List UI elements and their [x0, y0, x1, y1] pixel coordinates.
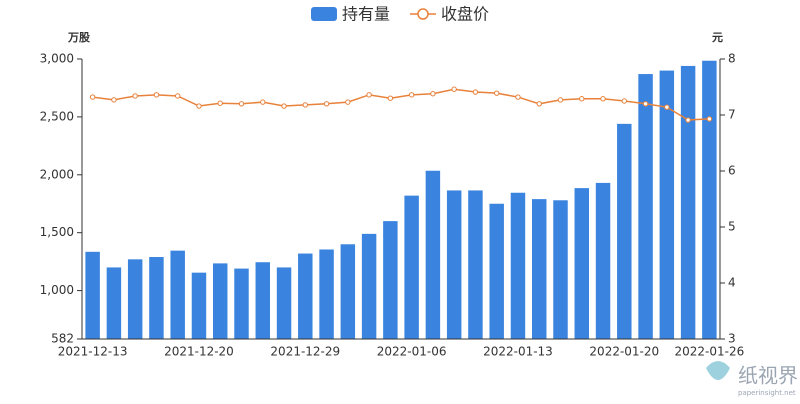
price-point: [238, 101, 245, 107]
x-tick-label: 2021-12-20: [164, 345, 234, 359]
x-tick-label: 2022-01-26: [674, 345, 744, 359]
price-point: [345, 99, 351, 105]
price-point: [642, 101, 649, 107]
price-point: [260, 99, 266, 105]
bar: [574, 188, 589, 339]
price-point: [89, 94, 96, 100]
y-tick-label: 3,000: [40, 52, 74, 66]
price-point: [196, 103, 202, 109]
price-point: [302, 102, 308, 108]
y2-tick-label: 8: [728, 52, 736, 66]
legend-swatch: [311, 7, 337, 21]
watermark-icon: [706, 361, 730, 380]
bar: [298, 253, 313, 339]
price-point: [132, 93, 138, 99]
bar: [680, 65, 696, 340]
y2-tick-label: 7: [728, 108, 736, 122]
price-point: [217, 100, 223, 106]
bar: [149, 257, 164, 339]
price-point: [600, 96, 606, 102]
bar: [106, 267, 122, 339]
y-tick-label: 582: [51, 332, 74, 346]
bar: [404, 195, 419, 339]
price-point: [706, 116, 713, 122]
y2-tick-label: 6: [728, 164, 736, 178]
price-point: [536, 101, 542, 107]
price-point: [664, 104, 670, 110]
bar: [383, 221, 398, 339]
bar: [340, 244, 356, 339]
price-point: [451, 86, 457, 92]
legend-swatch: [417, 8, 429, 20]
price-point: [515, 94, 521, 100]
price-point: [557, 97, 564, 103]
bar: [276, 267, 292, 339]
bar: [468, 190, 483, 339]
bar: [532, 199, 547, 339]
legend-label: 收盘价: [441, 5, 489, 24]
bar: [213, 263, 228, 339]
price-point: [387, 95, 394, 101]
x-tick-label: 2022-01-20: [589, 345, 659, 359]
y2-tick-label: 4: [728, 276, 736, 290]
bar: [702, 60, 717, 340]
price-point: [579, 96, 585, 102]
price-point: [111, 97, 117, 103]
bar: [234, 268, 249, 339]
y-tick-label: 2,000: [40, 167, 74, 181]
bar: [553, 200, 568, 339]
watermark-subtitle: paperinsight.net: [738, 389, 796, 397]
price-point: [430, 91, 436, 97]
bar: [489, 203, 504, 339]
watermark-title: 纸视界: [738, 364, 798, 388]
x-tick-label: 2021-12-29: [270, 345, 340, 359]
y2-tick-label: 3: [728, 332, 736, 346]
bar: [425, 170, 441, 339]
bar: [617, 123, 632, 339]
watermark: 纸视界 paperinsight.net: [706, 361, 798, 397]
bar: [127, 259, 143, 339]
price-point: [494, 90, 500, 96]
price-point: [408, 92, 415, 98]
x-tick-label: 2022-01-06: [377, 345, 447, 359]
bar: [659, 70, 675, 339]
legend-label: 持有量: [342, 5, 390, 24]
bar: [446, 190, 462, 339]
y-axis-label: 万股: [67, 31, 91, 44]
price-point: [621, 98, 627, 104]
bar: [510, 192, 526, 339]
x-tick-label: 2021-12-13: [58, 345, 128, 359]
price-point: [281, 103, 287, 109]
y-tick-label: 1,500: [40, 225, 74, 239]
price-point: [472, 89, 479, 95]
price-point: [366, 92, 372, 98]
price-point: [153, 92, 160, 98]
bar: [191, 272, 207, 339]
y2-axis-label: 元: [712, 31, 723, 44]
price-point: [323, 101, 330, 107]
bar: [638, 74, 653, 339]
y-tick-label: 1,000: [40, 283, 74, 297]
y-tick-label: 2,500: [40, 109, 74, 123]
bar: [361, 233, 377, 339]
y2-tick-label: 5: [728, 220, 736, 234]
price-point: [175, 93, 181, 99]
price-point: [685, 117, 691, 123]
x-tick-label: 2022-01-13: [483, 345, 553, 359]
bar: [319, 249, 334, 339]
bar: [85, 251, 100, 339]
price-line: [92, 88, 710, 121]
bar: [595, 182, 611, 339]
bar: [170, 250, 185, 339]
bar: [255, 262, 270, 339]
